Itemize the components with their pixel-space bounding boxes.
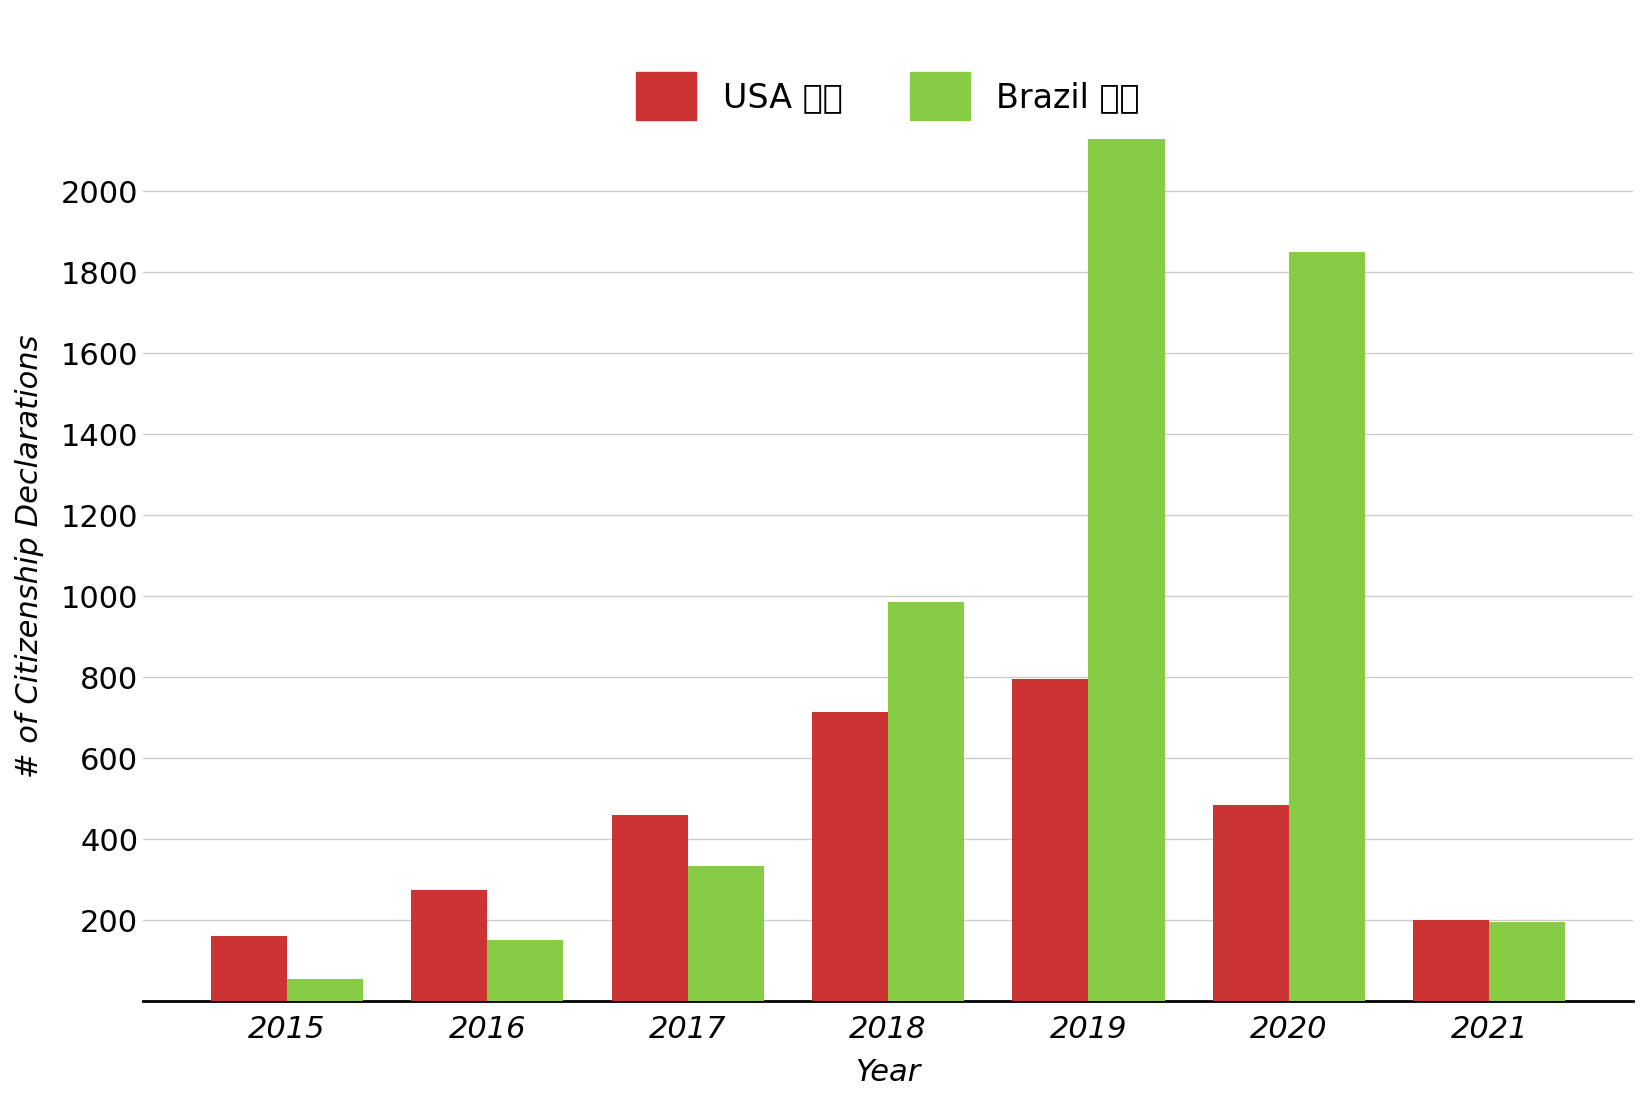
Bar [611,815,687,1002]
Bar [1012,679,1088,1002]
Bar [687,865,765,1002]
Bar [1412,920,1490,1002]
Bar [488,940,564,1002]
Bar [1289,252,1365,1002]
Bar [888,603,964,1002]
Bar [1490,922,1566,1002]
Bar [812,712,888,1002]
Y-axis label: # of Citizenship Declarations: # of Citizenship Declarations [15,334,44,778]
Legend: USA 🇺🇸, Brazil 🇧🇷: USA 🇺🇸, Brazil 🇧🇷 [620,56,1157,137]
Bar [211,937,287,1002]
X-axis label: Year: Year [855,1058,921,1087]
Bar [412,889,488,1002]
Bar [287,979,363,1002]
Bar [1213,804,1289,1002]
Bar [1088,139,1165,1002]
